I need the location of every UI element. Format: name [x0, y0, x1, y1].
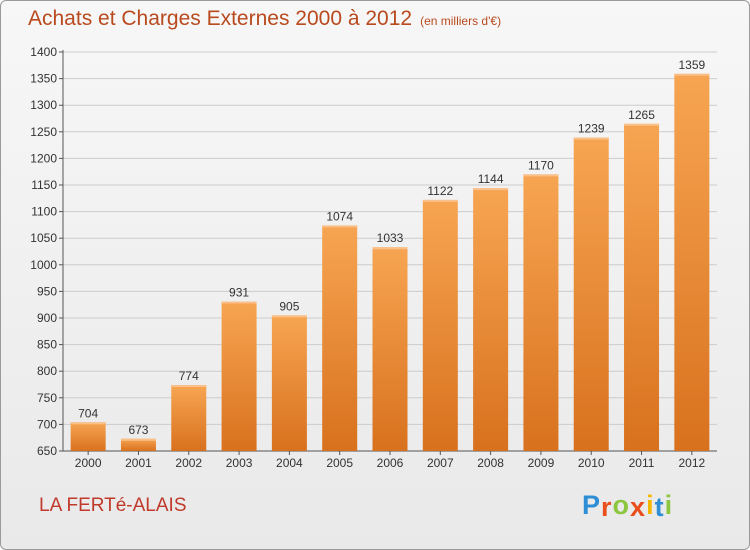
bar-2005[interactable] — [322, 225, 358, 451]
data-label: 905 — [279, 299, 299, 313]
bar-highlight — [573, 137, 609, 140]
bar-highlight — [70, 422, 106, 425]
logo-letter: r — [601, 492, 613, 522]
y-tick-label: 1150 — [31, 178, 57, 192]
y-tick-label: 1100 — [31, 205, 57, 219]
y-tick-label: 850 — [37, 338, 57, 352]
y-tick-label: 1250 — [30, 125, 57, 139]
x-tick-label: 2008 — [477, 456, 504, 470]
y-tick-label: 900 — [37, 311, 57, 325]
data-label: 1359 — [678, 58, 705, 72]
bar-highlight — [322, 225, 358, 228]
y-tick-label: 750 — [37, 391, 57, 405]
bar-highlight — [271, 315, 307, 318]
x-tick-label: 2001 — [125, 456, 152, 470]
bar-2003[interactable] — [221, 301, 257, 451]
x-tick-label: 2009 — [528, 456, 555, 470]
y-tick-label: 1000 — [30, 258, 57, 272]
x-tick-label: 2004 — [276, 456, 303, 470]
data-label: 1122 — [427, 184, 453, 198]
chart-title-text: Achats et Charges Externes 2000 à 2012 — [28, 7, 413, 30]
bar-2008[interactable] — [473, 188, 509, 451]
bar-2011[interactable] — [624, 123, 660, 451]
bar-highlight — [120, 438, 156, 441]
bar-2000[interactable] — [70, 422, 106, 451]
bars — [70, 73, 710, 452]
bar-2009[interactable] — [523, 174, 559, 452]
x-tick-label: 2005 — [326, 456, 353, 470]
logo-letter: o — [612, 490, 631, 520]
y-tick-label: 1200 — [30, 151, 57, 165]
x-tick-label: 2010 — [578, 456, 605, 470]
x-tick-label: 2003 — [226, 456, 253, 470]
data-label: 1144 — [478, 172, 504, 186]
x-tick-label: 2002 — [175, 456, 202, 470]
x-tick-label: 2011 — [629, 456, 655, 470]
data-label: 1033 — [377, 231, 404, 245]
chart-unit: (en milliers d'€) — [420, 14, 502, 28]
data-label: 931 — [229, 286, 249, 300]
x-tick-label: 2007 — [427, 456, 454, 470]
bar-2001[interactable] — [120, 438, 156, 451]
data-label: 1265 — [628, 108, 655, 122]
bar-2004[interactable] — [271, 315, 307, 451]
data-label: 673 — [128, 423, 148, 437]
axes: 650 700 750 800 850 900 950 1000 1050 1100 1150 120… — [30, 45, 717, 470]
y-tick-label: 1350 — [30, 72, 57, 86]
bar-highlight — [422, 199, 458, 202]
logo-letter: i — [646, 490, 655, 520]
y-tick-label: 650 — [37, 444, 57, 458]
data-label: 1239 — [578, 122, 605, 136]
bar-2012[interactable] — [674, 73, 710, 451]
bar-highlight — [221, 301, 257, 304]
y-tick-label: 800 — [37, 364, 57, 378]
logo-letter: t — [654, 492, 665, 522]
logo-letter: i — [664, 490, 674, 520]
bar-highlight — [624, 123, 660, 126]
bar-2002[interactable] — [171, 385, 207, 451]
bar-highlight — [473, 188, 509, 191]
bar-highlight — [674, 73, 710, 76]
data-labels: 704 673 774 931 905 1074 1033 1122 1144 1170 1239 1… — [78, 58, 705, 437]
logo-letter: P — [582, 490, 602, 520]
town-name: LA FERTé-ALAIS — [39, 495, 187, 516]
bar-2010[interactable] — [573, 137, 609, 452]
y-tick-label: 950 — [37, 284, 57, 298]
chart-title: Achats et Charges Externes 2000 à 2012 (e… — [28, 7, 501, 31]
data-label: 774 — [179, 369, 199, 383]
bar-highlight — [372, 247, 408, 250]
x-tick-label: 2006 — [377, 456, 404, 470]
y-tick-label: 1400 — [30, 45, 57, 59]
data-label: 704 — [78, 406, 98, 420]
proxiti-logo[interactable]: Proxiti — [582, 490, 674, 522]
bar-highlight — [523, 174, 559, 177]
x-tick-label: 2012 — [678, 456, 705, 470]
data-label: 1170 — [528, 158, 554, 172]
y-tick-label: 1050 — [30, 231, 57, 245]
data-label: 1074 — [326, 209, 353, 223]
logo-letter: x — [630, 492, 647, 522]
y-tick-label: 1300 — [30, 98, 57, 112]
bar-2007[interactable] — [422, 199, 458, 451]
y-tick-label: 700 — [37, 417, 57, 431]
bar-highlight — [171, 385, 207, 388]
bar-2006[interactable] — [372, 247, 408, 451]
x-tick-label: 2000 — [75, 456, 102, 470]
